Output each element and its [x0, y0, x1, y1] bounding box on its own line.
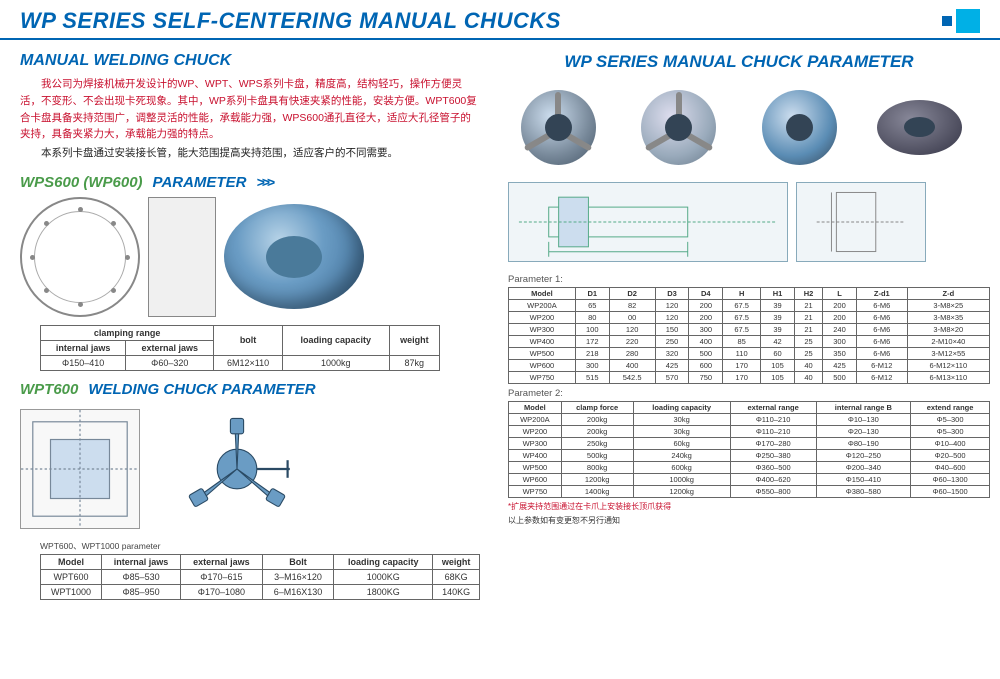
title-decoration	[942, 9, 980, 33]
tech-drawings-row	[498, 182, 980, 262]
left-column: MANUAL WELDING CHUCK 我公司为焊接机械开发设计的WP、WPT…	[20, 52, 480, 671]
product-photo-2	[631, 82, 726, 172]
tech-drawing-section	[148, 197, 216, 317]
footnote-2: 以上参数如有变更恕不另行通知	[508, 515, 980, 526]
intro-paragraph-1: 我公司为焊接机械开发设计的WP、WPT、WPS系列卡盘，精度高，结构轻巧，操作方…	[20, 76, 480, 143]
tech-drawing-front	[20, 197, 140, 317]
wps600-photo	[224, 204, 364, 309]
intro-paragraph-2: 本系列卡盘通过安装接长管，能大范围提高夹持范围，适应客户的不同需要。	[20, 145, 480, 162]
product-photo-3	[752, 82, 847, 172]
footnote-1: *扩展夹持范围通过在卡爪上安装接长顶爪获得	[508, 501, 980, 512]
wpt-caption: WPT600、WPT1000 parameter	[40, 540, 480, 552]
wpt600-tech-drawing	[20, 409, 140, 529]
wps600-images	[20, 197, 480, 317]
main-title: WP SERIES SELF-CENTERING MANUAL CHUCKS	[20, 8, 942, 34]
wpt-table: Modelinternal jawsexternal jawsBoltloadi…	[40, 554, 480, 600]
right-column: WP SERIES MANUAL CHUCK PARAMETER Paramet…	[498, 52, 980, 671]
product-photo-4	[872, 82, 967, 172]
wpt600-heading: WPT600 WELDING CHUCK PARAMETER	[20, 381, 480, 398]
arrows-icon: >>>	[256, 174, 272, 190]
title-bar: WP SERIES SELF-CENTERING MANUAL CHUCKS	[0, 0, 1000, 40]
wps600-table: clamping rangeboltloading capacityweight…	[40, 325, 440, 371]
wpt600-images	[20, 404, 480, 534]
wps600-heading: WPS600 (WP600) PARAMETER >>>	[20, 174, 480, 191]
section-heading-manual-welding: MANUAL WELDING CHUCK	[20, 52, 480, 70]
parameter2-table: Modelclamp forceloading capacityexternal…	[508, 401, 990, 498]
wpt600-photo	[152, 404, 312, 534]
parameter1-table: ModelD1D2D3D4HH1H2LZ-d1Z-dWP200A65821202…	[508, 287, 990, 384]
parameter2-label: Parameter 2:	[508, 388, 980, 399]
dimension-drawing-2	[796, 182, 926, 262]
product-photos-row	[498, 82, 980, 172]
dimension-drawing-1	[508, 182, 788, 262]
section-heading-wp-parameter: WP SERIES MANUAL CHUCK PARAMETER	[498, 52, 980, 72]
parameter1-label: Parameter 1:	[508, 274, 980, 285]
product-photo-1	[511, 82, 606, 172]
